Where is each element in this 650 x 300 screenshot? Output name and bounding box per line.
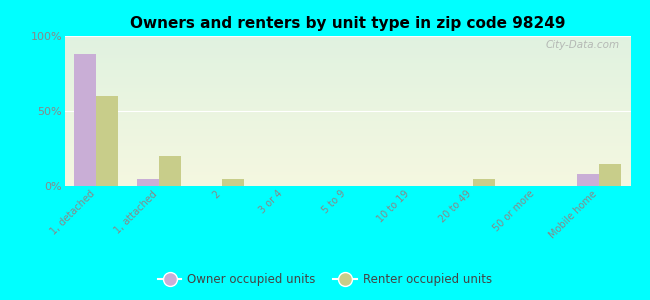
Bar: [577, 174, 599, 186]
Bar: [137, 178, 159, 186]
Bar: [599, 164, 621, 186]
Bar: [74, 54, 96, 186]
Legend: Owner occupied units, Renter occupied units: Owner occupied units, Renter occupied un…: [153, 269, 497, 291]
Text: City-Data.com: City-Data.com: [545, 40, 619, 50]
Bar: [96, 96, 118, 186]
Bar: [222, 178, 244, 186]
Title: Owners and renters by unit type in zip code 98249: Owners and renters by unit type in zip c…: [130, 16, 566, 31]
Bar: [473, 178, 495, 186]
Bar: [159, 156, 181, 186]
